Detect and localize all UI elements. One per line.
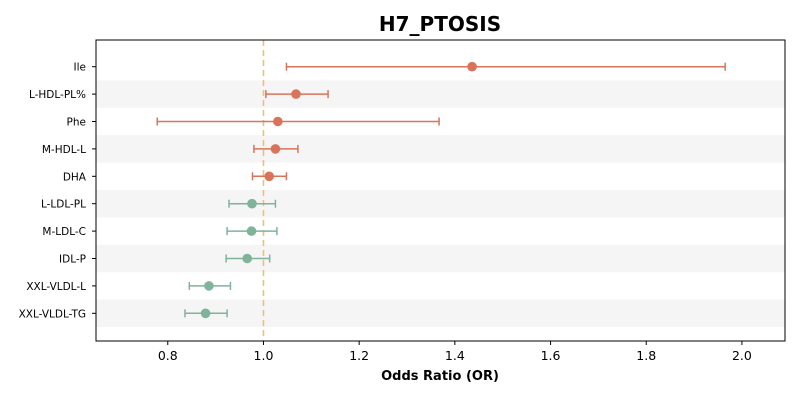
row-band — [96, 190, 785, 218]
x-axis-label: Odds Ratio (OR) — [381, 369, 499, 384]
y-tick-label: IDL-P — [59, 254, 86, 266]
x-tick-label: 1.4 — [445, 348, 465, 363]
y-tick-label: DHA — [63, 171, 87, 183]
y-tick-label: XXL-VLDL-L — [26, 281, 86, 293]
chart-title: H7_PTOSIS — [379, 12, 501, 36]
row-bands — [96, 80, 785, 327]
odds-ratio-point — [246, 226, 257, 236]
x-tick-label: 2.0 — [732, 348, 752, 363]
marks-group — [156, 61, 726, 319]
y-tick-label: M-HDL-L — [42, 144, 86, 156]
row-band — [96, 135, 785, 163]
x-axis: 0.8 1.0 1.2 1.4 1.6 1.8 2.0 — [158, 341, 752, 363]
y-tick-label: M-LDL-C — [42, 226, 86, 238]
odds-ratio-point — [291, 89, 301, 99]
odds-ratio-point — [270, 144, 281, 154]
odds-ratio-point — [467, 61, 477, 72]
y-axis: Ile L-HDL-PL% Phe M-HDL-L DHA L-LDL-PL M-LDL-C… — [19, 62, 96, 320]
row-band — [96, 244, 785, 273]
x-tick-label: 0.8 — [158, 348, 178, 363]
x-tick-label: 1.6 — [541, 348, 561, 363]
odds-ratio-point — [242, 253, 252, 264]
odds-ratio-point — [200, 308, 211, 319]
odds-ratio-point — [264, 171, 275, 182]
y-tick-label: Ile — [74, 62, 86, 74]
x-tick-label: 1.0 — [254, 348, 274, 363]
y-tick-label: XXL-VLDL-TG — [19, 308, 86, 320]
x-tick-label: 1.2 — [349, 348, 369, 363]
row-band — [96, 80, 785, 108]
odds-ratio-point — [273, 116, 283, 127]
odds-ratio-point — [204, 281, 214, 291]
x-tick-label: 1.8 — [636, 348, 656, 363]
y-tick-label: L-LDL-PL — [41, 199, 86, 211]
y-tick-label: Phe — [67, 117, 86, 129]
y-tick-label: L-HDL-PL% — [29, 89, 86, 101]
odds-ratio-point — [247, 198, 257, 209]
plot-frame — [95, 39, 786, 342]
